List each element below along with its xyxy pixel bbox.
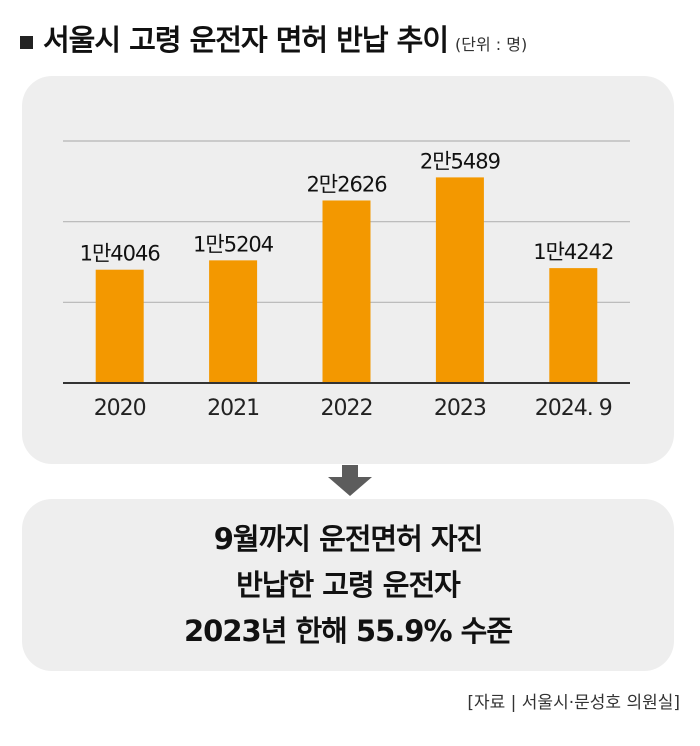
unit-label: (단위 : 명) xyxy=(455,35,528,54)
bar-2023 xyxy=(435,177,484,383)
bar-value-label: 1만4046 xyxy=(80,242,161,266)
bar-2020 xyxy=(95,269,144,383)
chart-title: 서울시 고령 운전자 면허 반납 추이 (단위 : 명) xyxy=(16,18,527,58)
bar-value-label: 1만4242 xyxy=(533,240,613,264)
x-tick-label: 2022 xyxy=(321,396,373,421)
title-bullet-icon xyxy=(20,36,33,49)
x-tick-label: 2024. 9 xyxy=(535,396,612,421)
down-arrow-icon xyxy=(328,465,372,496)
bar-20249 xyxy=(549,268,598,383)
summary-line-3: 2023년 한해 55.9% 수준 xyxy=(183,614,513,648)
chart-panel: 1만4046 2020 1만5204 2021 2만2626 2022 2만5489 2023… xyxy=(22,76,674,464)
bar-2021 xyxy=(209,260,258,383)
bar-value-label: 1만5204 xyxy=(193,232,274,256)
x-tick-label: 2023 xyxy=(434,396,486,421)
x-tick-label: 2021 xyxy=(207,396,259,421)
x-tick-label: 2020 xyxy=(94,396,146,421)
bar-value-label: 2만5489 xyxy=(420,149,500,173)
summary-panel: 9월까지 운전면허 자진 반납한 고령 운전자 2023년 한해 55.9% 수… xyxy=(22,499,674,671)
bar-chart: 1만4046 2020 1만5204 2021 2만2626 2022 2만5489 2023… xyxy=(63,140,630,421)
summary-line-2: 반납한 고령 운전자 xyxy=(236,568,461,602)
bar-value-label: 2만2626 xyxy=(306,172,387,196)
chart-title-text: 서울시 고령 운전자 면허 반납 추이 xyxy=(43,23,449,57)
bar-2022 xyxy=(322,200,371,383)
summary-line-1: 9월까지 운전면허 자진 xyxy=(213,522,483,556)
source-note: [자료 | 서울시·문성호 의원실] xyxy=(467,693,680,713)
